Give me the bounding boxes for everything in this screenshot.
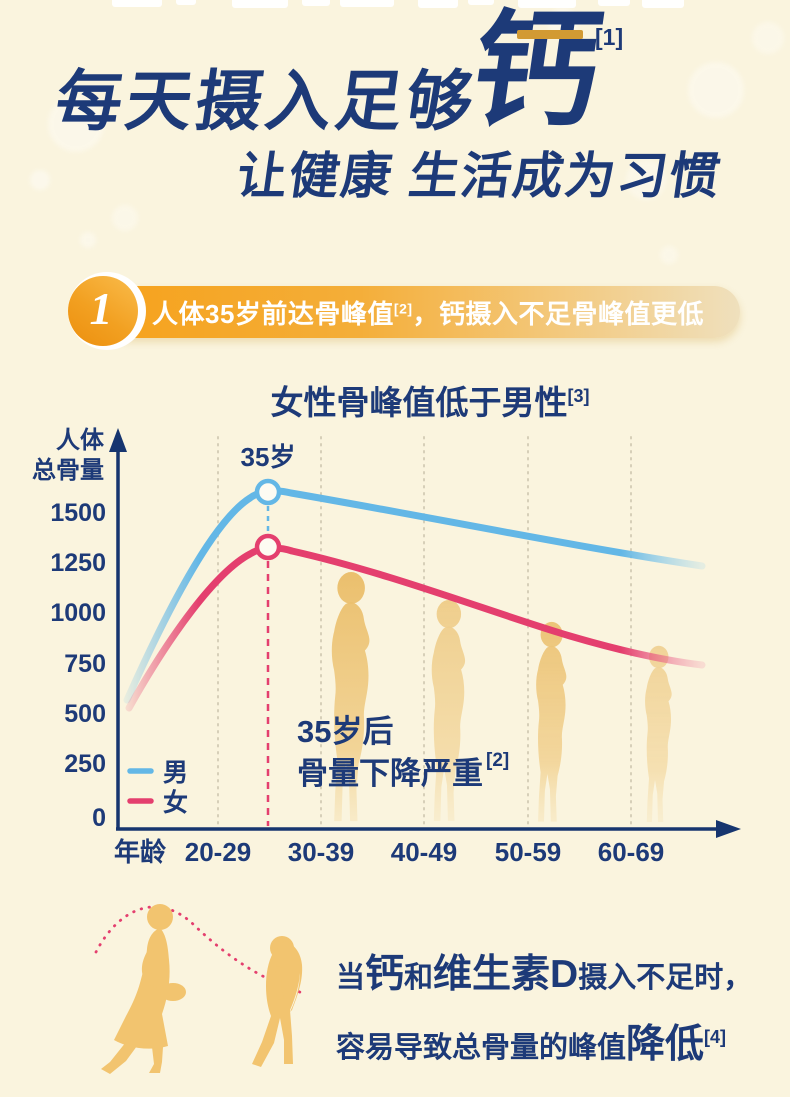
y-tick: 500 [64, 700, 106, 728]
annotation-line1: 35岁后 [297, 714, 393, 749]
silhouette-age-60s [536, 621, 567, 822]
footnote-ref-2b: [2] [486, 750, 509, 771]
chart-title-text: 女性骨峰值低于男性 [270, 384, 568, 421]
legend-female-label: 女 [163, 788, 188, 817]
bokeh-dot [112, 205, 138, 231]
y-tick-labels: 1500 1250 1000 750 500 250 0 [50, 499, 106, 832]
chart-legend: 男 女 [127, 759, 188, 817]
conclusion-line-2: 容易导致总骨量的峰值降低[4] [336, 1023, 727, 1066]
x-tick: 20-29 [185, 837, 252, 867]
y-axis-label-line2: 总骨量 [32, 456, 104, 484]
bokeh-dot [626, 160, 666, 200]
bokeh-dot [48, 96, 104, 152]
peak-age-label: 35岁 [241, 442, 296, 472]
axes [116, 446, 722, 831]
y-tick: 1250 [50, 549, 106, 577]
x-axis-label: 年龄 [114, 837, 167, 867]
bokeh-dot [660, 246, 678, 264]
y-tick: 0 [92, 804, 106, 832]
x-tick-labels: 年龄 20-29 30-39 40-49 50-59 60-69 [114, 837, 664, 867]
calcium-character: 钙 [463, 0, 609, 141]
gold-accent-bar [517, 30, 583, 39]
x-axis-arrowhead [716, 820, 741, 838]
annotation-line2: 骨量下降严重 [297, 756, 483, 791]
y-axis-label-line1: 人体 [56, 427, 105, 454]
bokeh-dot [752, 22, 784, 54]
footnote-ref-4: [4] [704, 1027, 727, 1047]
conclusion-line-1: 当钙和维生素D摄入不足时， [336, 953, 753, 996]
section-1-text-main: 人体35岁前达骨峰值 [152, 298, 394, 329]
x-tick: 40-49 [391, 837, 458, 867]
section-1-text-rest: ，钙摄入不足骨峰值更低 [412, 298, 705, 329]
footnote-ref-1: [1] [595, 24, 624, 50]
page-title: 每天摄入足够 [51, 64, 482, 138]
x-tick: 50-59 [495, 837, 562, 867]
y-axis-arrowhead [109, 428, 127, 452]
section-number-badge: 1 [68, 276, 138, 346]
male-bone-mass-curve [123, 487, 706, 704]
silhouette-age-70s [645, 645, 672, 822]
header: 每天摄入足够 钙 [1] [51, 0, 755, 210]
footnote-ref-3: [3] [567, 386, 590, 406]
section-number: 1 [89, 282, 113, 334]
chart-title: 女性骨峰值低于男性[3] [70, 376, 790, 424]
handbag [160, 983, 186, 1001]
height-loss-illustration [94, 904, 308, 1074]
bone-mass-line-chart: 人体 总骨量 1500 1250 1000 750 500 250 0 年龄 2… [32, 427, 741, 867]
section-1-banner: 人体35岁前达骨峰值[2]，钙摄入不足骨峰值更低 [104, 286, 740, 338]
section-1-text: 人体35岁前达骨峰值[2]，钙摄入不足骨峰值更低 [152, 294, 704, 331]
y-tick: 750 [64, 650, 106, 678]
male-peak-marker [254, 478, 282, 506]
bokeh-dot [30, 170, 50, 190]
conclusion-text: 当钙和维生素D摄入不足时， 容易导致总骨量的峰值降低[4] [336, 948, 766, 1080]
hunched-elder-figure [252, 936, 303, 1067]
x-tick: 30-39 [288, 837, 355, 867]
footnote-ref-2: [2] [393, 299, 413, 316]
female-peak-marker [254, 533, 282, 561]
page-subtitle: 让健康 生活成为习惯 [233, 148, 726, 204]
bokeh-dot [80, 232, 96, 248]
bokeh-dot [688, 62, 744, 118]
upright-woman-figure [101, 904, 186, 1074]
y-tick: 1000 [50, 599, 106, 627]
y-tick: 1500 [50, 499, 106, 527]
legend-male-label: 男 [163, 759, 188, 787]
x-tick: 60-69 [598, 837, 665, 867]
female-bone-mass-curve [125, 544, 706, 712]
y-tick: 250 [64, 750, 106, 778]
